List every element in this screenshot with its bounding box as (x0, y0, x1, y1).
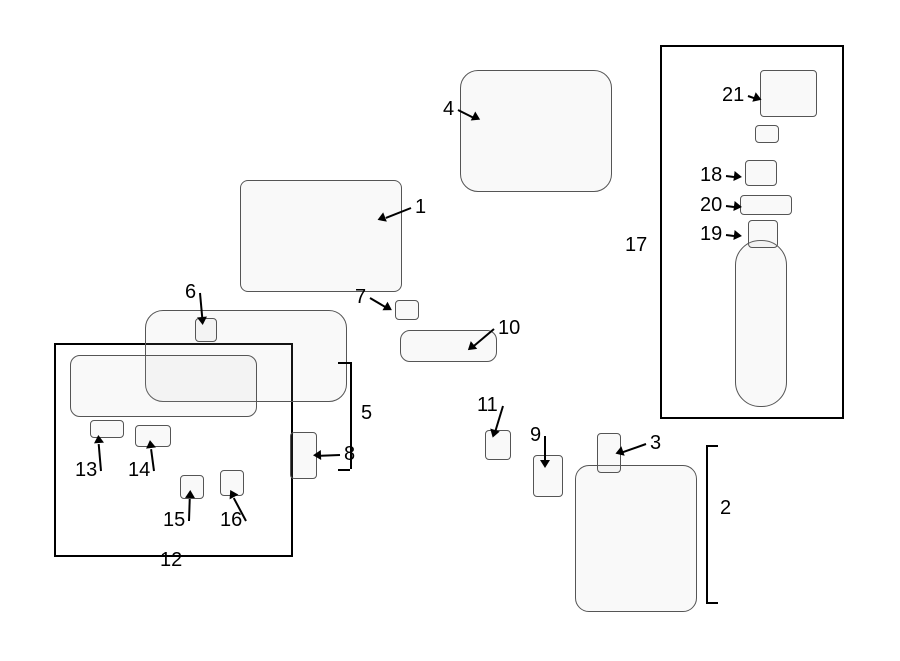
crossmember (240, 180, 402, 292)
callout-arrow-head (185, 490, 195, 498)
grease-fitting-7 (395, 300, 419, 320)
bracket-tick (338, 469, 350, 471)
upper-mount-21 (760, 70, 817, 117)
callout-label-14: 14 (128, 459, 150, 482)
callout-label-3: 3 (650, 432, 661, 455)
callout-label-4: 4 (443, 98, 454, 121)
callout-label-13: 13 (75, 459, 97, 482)
bracket-tick (706, 445, 718, 447)
callout-label-9: 9 (530, 424, 541, 447)
callout-label-17: 17 (625, 234, 647, 257)
torsion-bar (70, 355, 257, 417)
bracket-vertical (660, 45, 662, 415)
callout-arrow-head (383, 302, 395, 315)
retainer-20 (740, 195, 792, 215)
callout-arrow-head (733, 201, 742, 212)
callout-arrow-head (197, 317, 208, 326)
bracket-tick (338, 362, 350, 364)
callout-label-7: 7 (355, 286, 366, 309)
callout-label-20: 20 (700, 194, 722, 217)
callout-arrow-shaft (622, 443, 646, 453)
bumper-19 (748, 220, 778, 248)
callout-arrow-shaft (369, 297, 385, 308)
bracket-vertical (706, 445, 708, 602)
nut-top (755, 125, 779, 143)
shock-absorber (735, 240, 787, 407)
callout-label-15: 15 (163, 509, 185, 532)
upper-control-arm (460, 70, 612, 192)
callout-arrow-head (313, 450, 321, 460)
callout-label-5: 5 (361, 402, 372, 425)
callout-label-19: 19 (700, 223, 722, 246)
callout-label-12: 12 (160, 549, 182, 572)
callout-label-16: 16 (220, 509, 242, 532)
parts-diagram-canvas: 123456789101112131415161718192021 (0, 0, 900, 661)
callout-label-6: 6 (185, 281, 196, 304)
callout-label-8: 8 (344, 443, 355, 466)
callout-label-18: 18 (700, 164, 722, 187)
callout-arrow-head (93, 435, 104, 444)
callout-arrow-shaft (321, 454, 340, 457)
steering-knuckle (575, 465, 697, 612)
callout-label-2: 2 (720, 497, 731, 520)
tie-rod (400, 330, 497, 362)
callout-arrow-head (540, 460, 550, 468)
bracket-tick (706, 602, 718, 604)
insulator-18 (745, 160, 777, 186)
callout-label-10: 10 (498, 317, 520, 340)
callout-label-1: 1 (415, 196, 426, 219)
callout-arrow-head (145, 439, 156, 448)
callout-arrow-head (733, 171, 742, 182)
callout-label-21: 21 (722, 84, 744, 107)
callout-label-11: 11 (477, 394, 498, 417)
callout-arrow-shaft (544, 436, 546, 461)
callout-arrow-head (733, 230, 742, 241)
